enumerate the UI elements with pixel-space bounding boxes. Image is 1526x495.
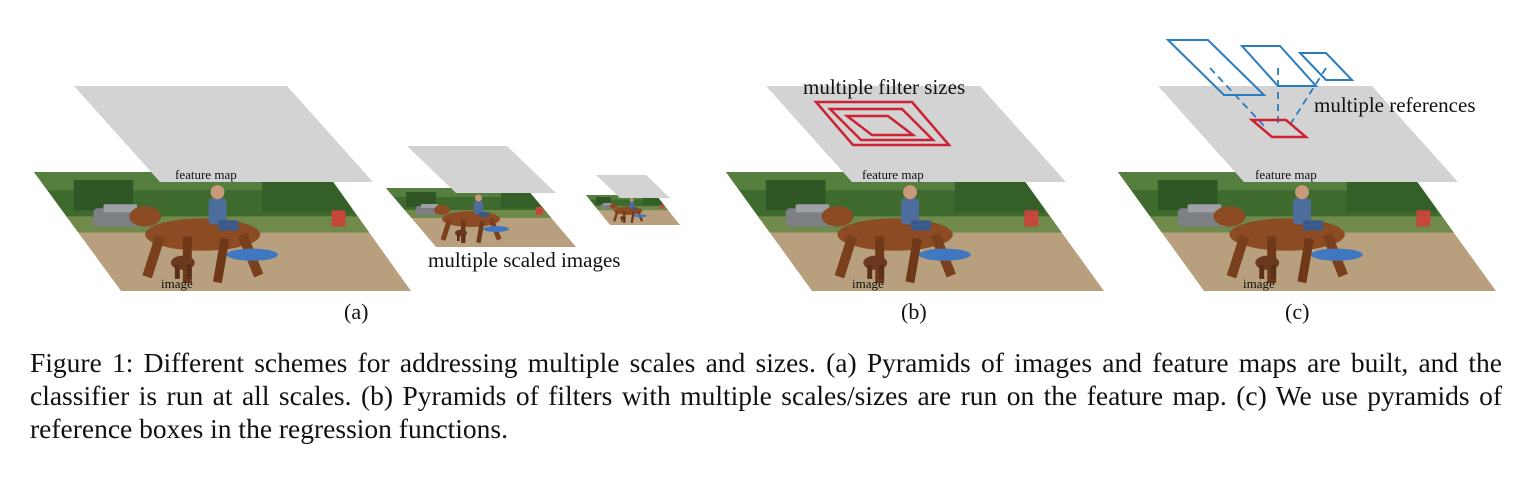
feature-map-label-a: feature map <box>175 167 237 182</box>
feature-map-label-c: feature map <box>1255 167 1317 182</box>
reference-boxes <box>1165 39 1355 96</box>
filter-box-large <box>813 100 952 147</box>
image-layer-small <box>586 195 680 225</box>
figure-illustration: feature map image multiple scaled images… <box>34 39 1496 324</box>
figure-caption: Figure 1: Different schemes for addressi… <box>30 347 1502 444</box>
reference-box-square <box>1239 45 1319 87</box>
annotation-b: multiple filter sizes <box>803 75 965 99</box>
image-label-b: image <box>852 276 884 291</box>
image-label-c: image <box>1243 276 1275 291</box>
anchor-box <box>1248 118 1310 139</box>
image-layer-c <box>1118 172 1496 291</box>
image-layer-large <box>34 172 411 291</box>
panel-label-b: (b) <box>901 299 927 324</box>
panel-c: multiple references feature map image (c… <box>1118 39 1496 324</box>
reference-box-tall <box>1165 39 1267 96</box>
feature-map-label-b: feature map <box>862 167 924 182</box>
filter-box-medium <box>826 107 937 142</box>
panel-label-a: (a) <box>344 299 368 324</box>
feature-map-small <box>596 175 670 198</box>
feature-map-large <box>74 86 373 182</box>
reference-box-wide <box>1297 52 1355 81</box>
image-layer-b <box>726 172 1104 291</box>
feature-map-medium <box>407 146 556 193</box>
image-label-a: image <box>161 276 193 291</box>
image-layer-medium <box>386 188 576 247</box>
feature-map-c <box>1158 86 1458 182</box>
filter-boxes <box>813 100 952 147</box>
panel-a: feature map image multiple scaled images… <box>34 86 680 324</box>
panel-b: multiple filter sizes feature map image … <box>726 75 1104 324</box>
annotation-a: multiple scaled images <box>428 248 620 272</box>
panel-label-c: (c) <box>1285 299 1309 324</box>
annotation-c: multiple references <box>1314 93 1476 117</box>
filter-box-small <box>843 114 917 137</box>
reference-dashes <box>1209 67 1327 129</box>
